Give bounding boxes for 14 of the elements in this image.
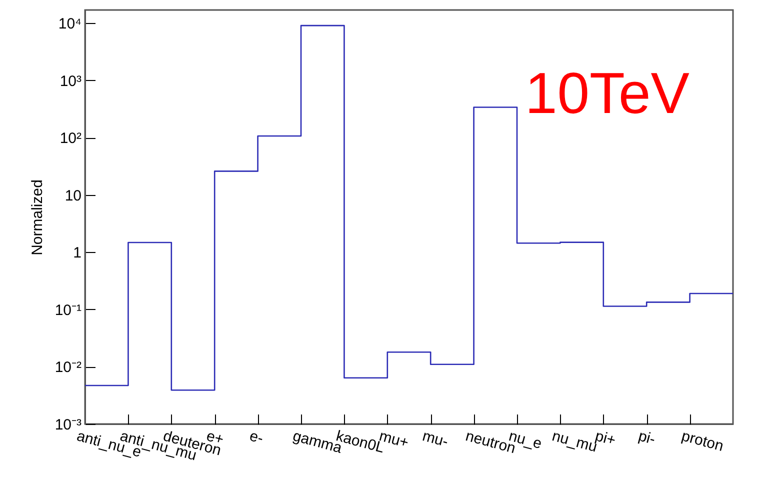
y-tick-label: 10⁴ [58, 16, 82, 33]
y-tick-label: 10⁻² [54, 359, 82, 376]
x-tick-label: mu- [420, 428, 450, 451]
x-tick-label: e- [248, 428, 266, 448]
y-axis-title: Normalized [28, 180, 46, 256]
y-tick-label: 10³ [60, 72, 82, 90]
x-tick-label: proton [680, 428, 726, 455]
y-tick-label: 10⁻³ [54, 416, 82, 434]
y-tick-label: 1 [73, 244, 82, 262]
y-tick-label: 10⁻¹ [54, 302, 82, 319]
annotation: 10TeV [525, 61, 690, 126]
x-tick-label: pi- [636, 428, 658, 448]
y-tick-label: 10² [60, 130, 82, 148]
y-tick-label: 10 [64, 187, 82, 204]
